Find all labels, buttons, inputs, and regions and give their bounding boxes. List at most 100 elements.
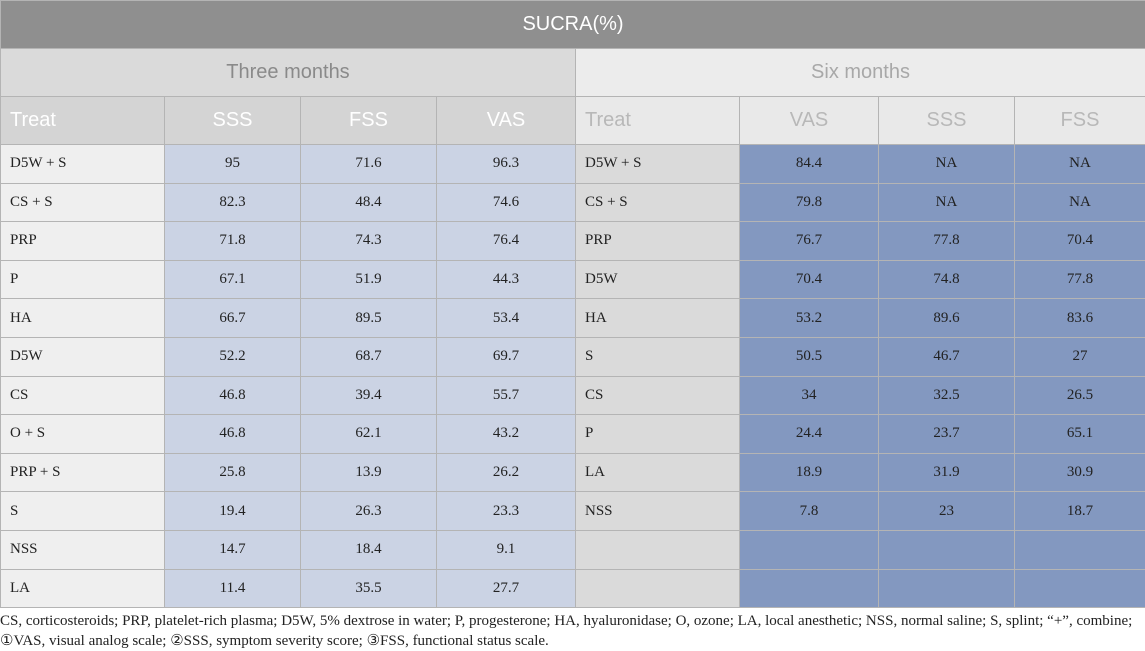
column-header-treat-six: Treat: [575, 96, 740, 145]
value-cell-six-months: [878, 529, 1015, 570]
table-row: S 19.4 26.3 23.3 NSS 7.8 23 18.7: [0, 491, 1145, 531]
value-cell-six-months: [739, 529, 879, 570]
value-cell-three-months: 19.4: [164, 491, 301, 531]
value-cell-three-months: 46.8: [164, 414, 301, 454]
treat-cell-three-months: CS + S: [0, 182, 165, 223]
column-header-vas-six: VAS: [739, 96, 879, 145]
value-cell-six-months: 34: [739, 375, 879, 416]
value-cell-three-months: 67.1: [164, 259, 301, 300]
value-cell-three-months: 35.5: [300, 568, 437, 609]
value-cell-three-months: 18.4: [300, 529, 437, 570]
value-cell-six-months: [739, 568, 879, 609]
treat-cell-six-months: CS: [575, 375, 740, 416]
treat-cell-three-months: HA: [0, 298, 165, 338]
value-cell-three-months: 53.4: [436, 298, 576, 338]
value-cell-three-months: 26.3: [300, 491, 437, 531]
treat-cell-six-months: D5W: [575, 259, 740, 300]
table-row: NSS 14.7 18.4 9.1: [0, 529, 1145, 570]
value-cell-six-months: 84.4: [739, 144, 879, 184]
value-cell-three-months: 39.4: [300, 375, 437, 416]
treat-cell-three-months: P: [0, 259, 165, 300]
column-header-vas-three: VAS: [436, 96, 576, 145]
table-row: D5W 52.2 68.7 69.7 S 50.5 46.7 27: [0, 336, 1145, 377]
value-cell-six-months: 70.4: [739, 259, 879, 300]
period-header-three-months: Three months: [0, 48, 576, 97]
column-header-sss-six: SSS: [878, 96, 1015, 145]
treat-cell-three-months: PRP + S: [0, 452, 165, 493]
value-cell-six-months: 77.8: [878, 221, 1015, 261]
value-cell-three-months: 27.7: [436, 568, 576, 609]
treat-cell-six-months: [575, 529, 740, 570]
table-title: SUCRA(%): [0, 0, 1145, 49]
treat-cell-three-months: CS: [0, 375, 165, 416]
value-cell-three-months: 43.2: [436, 414, 576, 454]
value-cell-three-months: 68.7: [300, 336, 437, 377]
value-cell-six-months: 50.5: [739, 336, 879, 377]
value-cell-six-months: [1014, 529, 1145, 570]
treat-cell-three-months: D5W: [0, 336, 165, 377]
value-cell-three-months: 9.1: [436, 529, 576, 570]
table-row: CS 46.8 39.4 55.7 CS 34 32.5 26.5: [0, 375, 1145, 416]
value-cell-six-months: 23: [878, 491, 1015, 531]
table-body: D5W + S 95 71.6 96.3 D5W + S 84.4 NA NA CS + S 82…: [0, 144, 1145, 609]
value-cell-six-months: 30.9: [1014, 452, 1145, 493]
value-cell-six-months: 26.5: [1014, 375, 1145, 416]
treat-cell-six-months: S: [575, 336, 740, 377]
value-cell-six-months: 46.7: [878, 336, 1015, 377]
table-row: P 67.1 51.9 44.3 D5W 70.4 74.8 77.8: [0, 259, 1145, 300]
treat-cell-six-months: P: [575, 414, 740, 454]
value-cell-three-months: 62.1: [300, 414, 437, 454]
treat-cell-six-months: D5W + S: [575, 144, 740, 184]
value-cell-three-months: 74.6: [436, 182, 576, 223]
table-row: PRP + S 25.8 13.9 26.2 LA 18.9 31.9 30.9: [0, 452, 1145, 493]
value-cell-six-months: [1014, 568, 1145, 609]
value-cell-three-months: 44.3: [436, 259, 576, 300]
value-cell-six-months: 18.7: [1014, 491, 1145, 531]
treat-cell-three-months: LA: [0, 568, 165, 609]
column-header-sss-three: SSS: [164, 96, 301, 145]
value-cell-three-months: 48.4: [300, 182, 437, 223]
value-cell-six-months: 70.4: [1014, 221, 1145, 261]
treat-cell-three-months: D5W + S: [0, 144, 165, 184]
value-cell-three-months: 52.2: [164, 336, 301, 377]
value-cell-three-months: 71.8: [164, 221, 301, 261]
column-header-fss-six: FSS: [1014, 96, 1145, 145]
treat-cell-six-months: LA: [575, 452, 740, 493]
treat-cell-three-months: NSS: [0, 529, 165, 570]
value-cell-three-months: 13.9: [300, 452, 437, 493]
treat-cell-six-months: HA: [575, 298, 740, 338]
value-cell-six-months: 76.7: [739, 221, 879, 261]
value-cell-six-months: 31.9: [878, 452, 1015, 493]
value-cell-six-months: NA: [878, 144, 1015, 184]
sucra-table: SUCRA(%) Three months Six months Treat S…: [0, 0, 1145, 609]
value-cell-six-months: 77.8: [1014, 259, 1145, 300]
value-cell-three-months: 66.7: [164, 298, 301, 338]
value-cell-six-months: 65.1: [1014, 414, 1145, 454]
period-header-six-months: Six months: [575, 48, 1145, 97]
value-cell-six-months: NA: [1014, 182, 1145, 223]
value-cell-three-months: 26.2: [436, 452, 576, 493]
value-cell-three-months: 46.8: [164, 375, 301, 416]
value-cell-six-months: 32.5: [878, 375, 1015, 416]
value-cell-three-months: 82.3: [164, 182, 301, 223]
value-cell-six-months: 53.2: [739, 298, 879, 338]
value-cell-six-months: 83.6: [1014, 298, 1145, 338]
table-row: CS + S 82.3 48.4 74.6 CS + S 79.8 NA NA: [0, 182, 1145, 223]
table-row: D5W + S 95 71.6 96.3 D5W + S 84.4 NA NA: [0, 144, 1145, 184]
value-cell-three-months: 76.4: [436, 221, 576, 261]
treat-cell-six-months: CS + S: [575, 182, 740, 223]
table-row: LA 11.4 35.5 27.7: [0, 568, 1145, 609]
value-cell-three-months: 71.6: [300, 144, 437, 184]
treat-cell-six-months: [575, 568, 740, 609]
treat-cell-three-months: PRP: [0, 221, 165, 261]
table-row: HA 66.7 89.5 53.4 HA 53.2 89.6 83.6: [0, 298, 1145, 338]
treat-cell-six-months: PRP: [575, 221, 740, 261]
value-cell-three-months: 25.8: [164, 452, 301, 493]
table-row: O + S 46.8 62.1 43.2 P 24.4 23.7 65.1: [0, 414, 1145, 454]
table-footnote: CS, corticosteroids; PRP, platelet-rich …: [0, 611, 1145, 651]
treat-cell-three-months: S: [0, 491, 165, 531]
value-cell-three-months: 95: [164, 144, 301, 184]
column-header-fss-three: FSS: [300, 96, 437, 145]
value-cell-three-months: 51.9: [300, 259, 437, 300]
value-cell-six-months: 24.4: [739, 414, 879, 454]
